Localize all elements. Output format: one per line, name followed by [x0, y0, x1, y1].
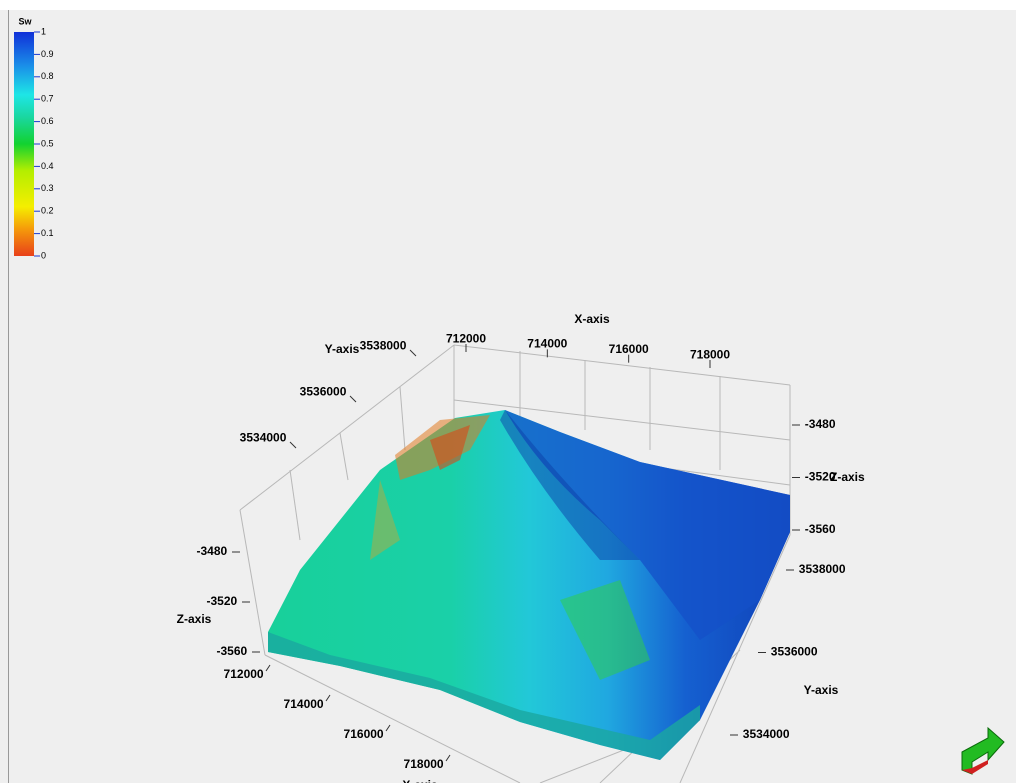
- tick-label: 718000: [690, 347, 730, 361]
- tick-label: -3560: [216, 644, 247, 658]
- tick-mark: [349, 395, 357, 403]
- colorbar-gradient: [14, 32, 34, 256]
- colorbar-tick-label: 1: [41, 26, 46, 36]
- tick-label: 3536000: [771, 645, 818, 659]
- x-axis-title: X-axis: [402, 778, 438, 783]
- colorbar-tick-label: 0.1: [41, 228, 54, 238]
- tick-label: 712000: [446, 331, 486, 345]
- tick-label: 3534000: [743, 727, 790, 741]
- y-axis-title: Y-axis: [325, 342, 360, 356]
- axes-labels: X-axis Y-axis Z-axis Y-axis Z-axis X-axi…: [177, 312, 865, 783]
- tick-label: -3480: [196, 544, 227, 558]
- colorbar-tick-label: 0.3: [41, 183, 54, 193]
- tick-label: 712000: [224, 667, 264, 681]
- z-axis-title: Z-axis: [830, 470, 865, 484]
- tick-mark: [265, 664, 271, 672]
- tick-mark: [325, 694, 331, 702]
- colorbar-tick-label: 0.8: [41, 71, 54, 81]
- x-axis-title: X-axis: [574, 312, 610, 326]
- z-axis-title: Z-axis: [177, 612, 212, 626]
- tick-label: 714000: [527, 337, 567, 351]
- colorbar-tick-label: 0.2: [41, 206, 54, 216]
- colorbar-title: Sw: [18, 16, 32, 26]
- tick-label: -3560: [805, 522, 836, 536]
- colorbar-tick-label: 0.4: [41, 161, 54, 171]
- colorbar-tick-label: 0.5: [41, 138, 54, 148]
- tick-mark: [385, 724, 391, 732]
- tick-label: 716000: [609, 342, 649, 356]
- colorbar-tick-label: 0.6: [41, 116, 54, 126]
- tick-label: -3520: [206, 594, 237, 608]
- orientation-icon: [961, 726, 1005, 775]
- tick-label: 3536000: [300, 385, 347, 399]
- top-strip: [0, 0, 1016, 10]
- colorbar-tick-label: 0: [41, 250, 46, 260]
- tick-label: 3538000: [799, 562, 846, 576]
- colorbar-tick-label: 0.7: [41, 94, 54, 104]
- colorbar: Sw 0 0.1 0.2 0.3 0.4 0.5 0.6 0.7 0.8 0.9 1: [14, 16, 54, 260]
- y-axis-title: Y-axis: [804, 683, 839, 697]
- surface: [268, 410, 790, 760]
- tick-label: 718000: [404, 757, 444, 771]
- tick-label: 714000: [284, 697, 324, 711]
- tick-label: 3538000: [360, 339, 407, 353]
- tick-label: 716000: [344, 727, 384, 741]
- tick-label: 3534000: [240, 431, 287, 445]
- colorbar-tick-label: 0.9: [41, 49, 54, 59]
- tick-label: -3480: [805, 417, 836, 431]
- tick-mark: [445, 754, 451, 762]
- tick-mark: [409, 349, 417, 357]
- tick-label: -3520: [805, 470, 836, 484]
- tick-mark: [289, 441, 297, 449]
